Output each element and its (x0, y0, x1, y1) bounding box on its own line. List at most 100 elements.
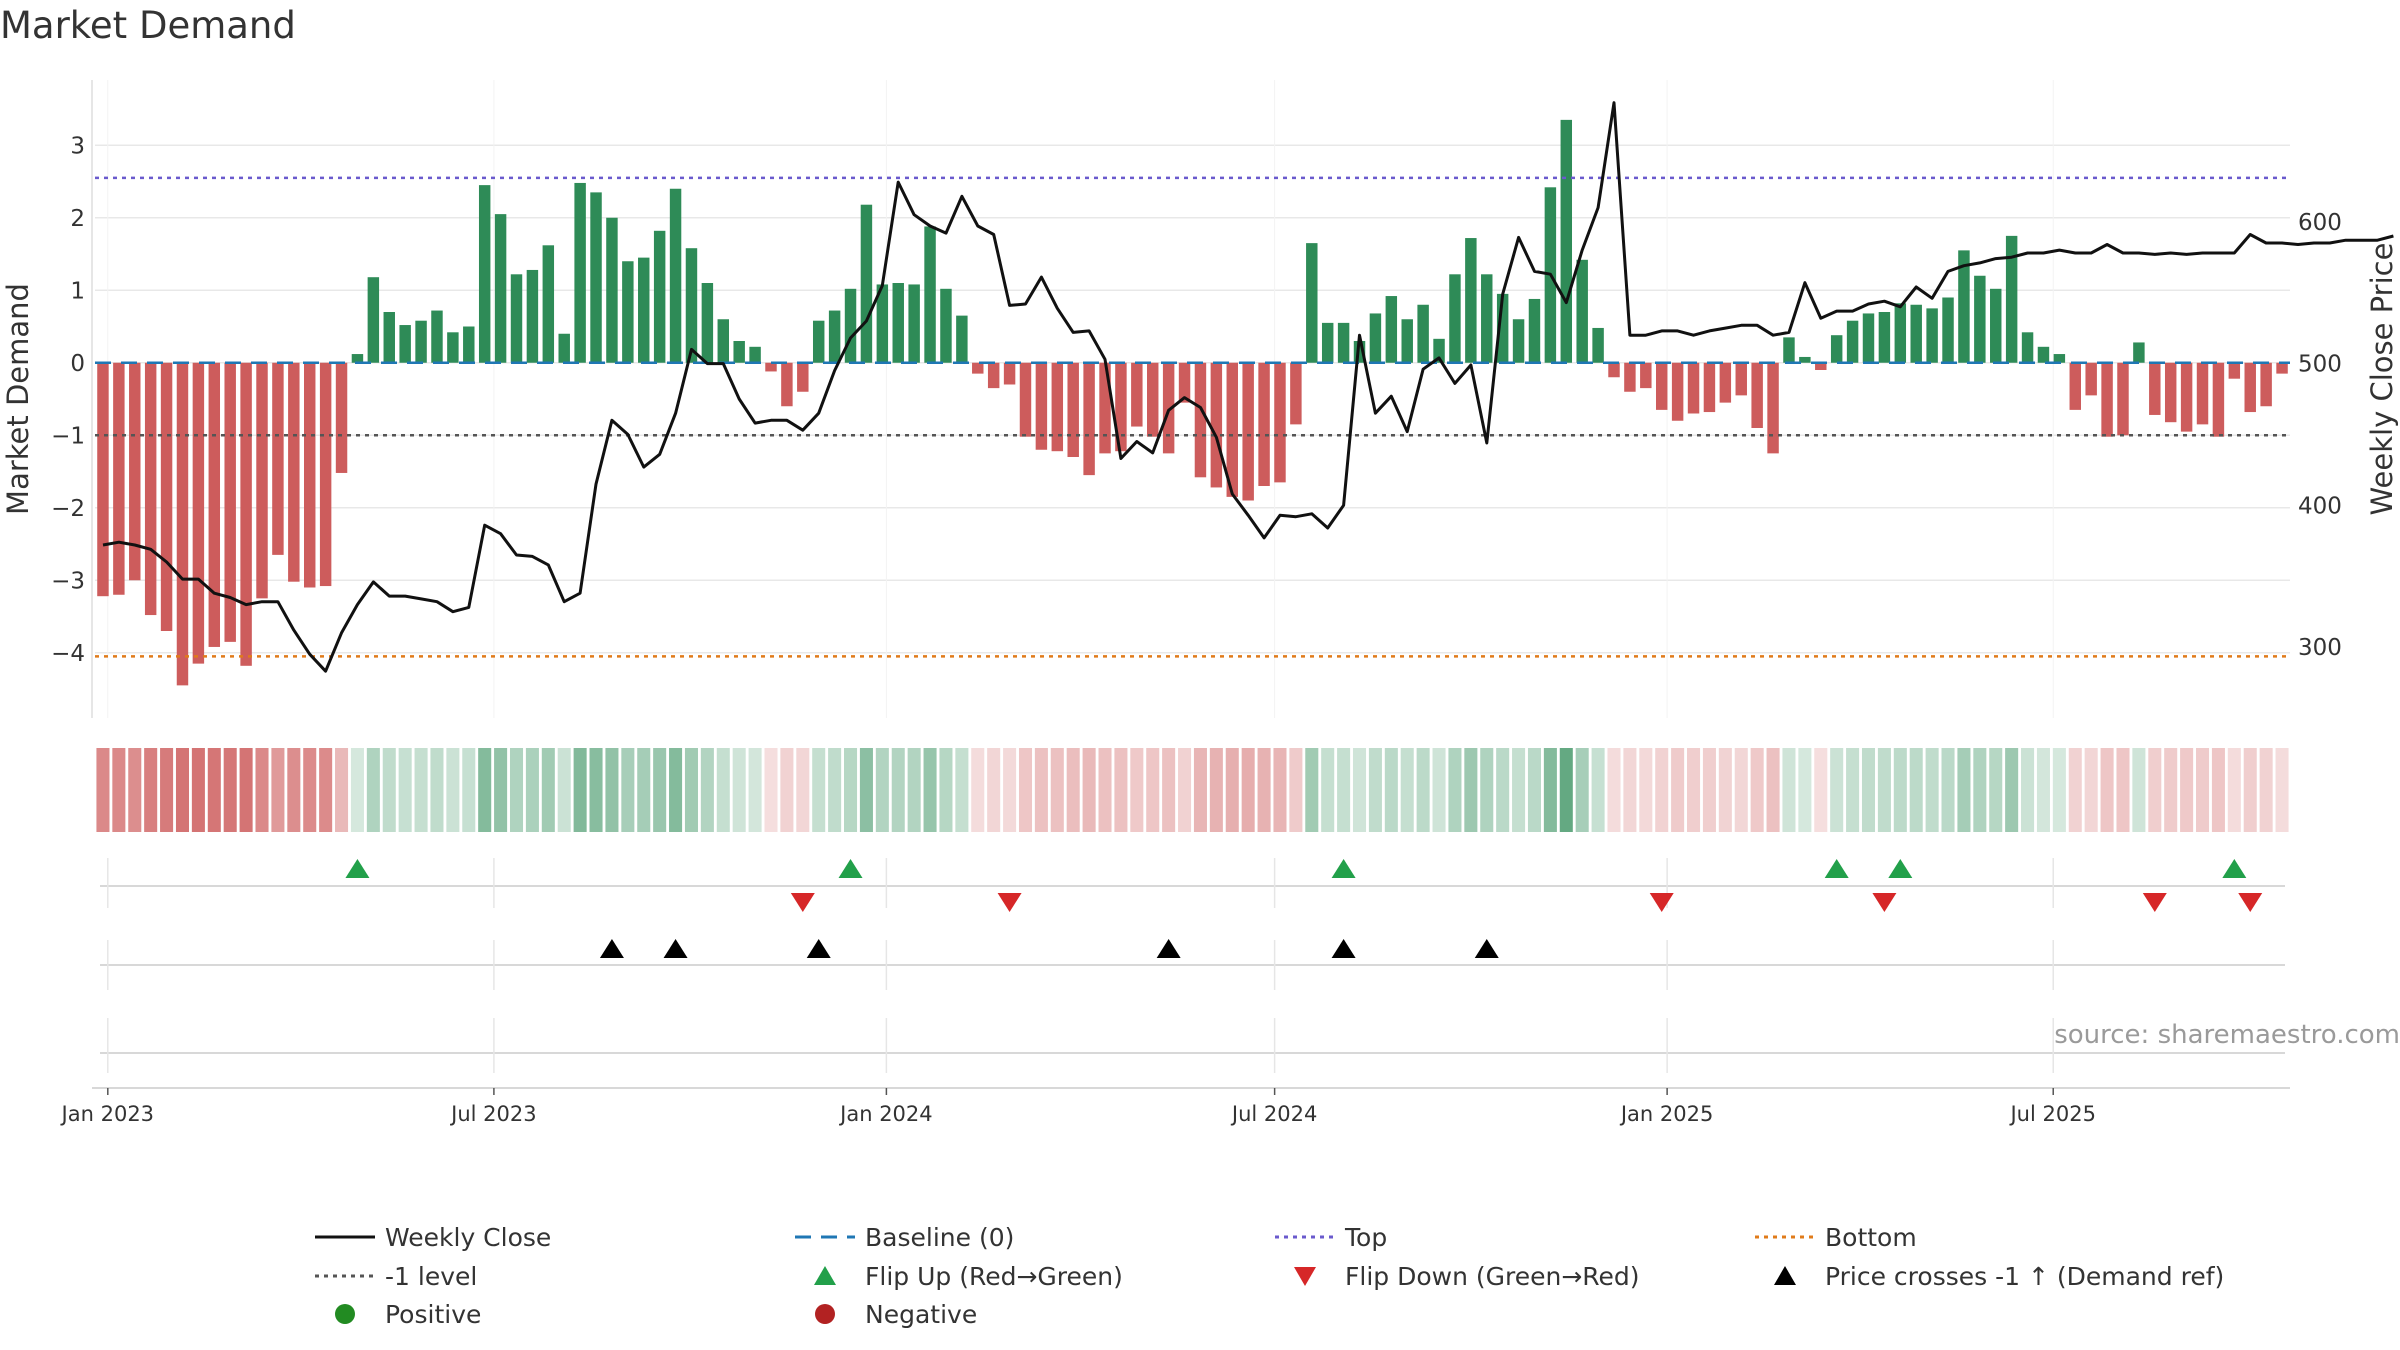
bar-positive (1353, 341, 1366, 363)
source-note: source: sharemaestro.com (2054, 1020, 2400, 1050)
bar-negative (2149, 362, 2161, 415)
bar-positive (1337, 322, 1350, 363)
heat-cell-negative (1082, 748, 1096, 832)
heat-cell-negative (1687, 748, 1701, 832)
heat-cell-negative (1050, 748, 1064, 832)
x-tick-label: Jan 2024 (838, 1102, 933, 1126)
legend-label: Price crosses -1 ↑ (Demand ref) (1825, 1262, 2224, 1291)
bar-positive (1974, 275, 1986, 363)
flip-down-marker (2238, 893, 2263, 912)
flip-down-marker (2142, 893, 2167, 912)
bar-negative (2260, 362, 2272, 407)
heat-cell-positive (1846, 748, 1860, 832)
bar-positive (1306, 243, 1318, 363)
heat-cell-positive (573, 748, 587, 832)
heat-cell-positive (1496, 748, 1510, 832)
bar-positive (431, 310, 443, 363)
heat-cell-negative (112, 748, 126, 832)
heat-cell-positive (366, 748, 380, 832)
heat-cell-negative (1209, 748, 1223, 832)
bar-positive (844, 288, 857, 363)
bar-positive (574, 182, 586, 363)
bar-negative (797, 362, 809, 392)
bar-positive (1910, 304, 1922, 363)
legend-swatch-triangle-down (1294, 1267, 1316, 1286)
heat-cell-positive (669, 748, 683, 832)
legend-label: Negative (865, 1300, 977, 1329)
heat-cell-positive (1973, 748, 1987, 832)
bar-positive (558, 333, 570, 363)
heat-cell-negative (2259, 748, 2273, 832)
legend-item: -1 level (315, 1262, 477, 1291)
price-cross-marker (1331, 939, 1356, 958)
price-cross-marker (806, 939, 831, 958)
bar-negative (1051, 362, 1064, 452)
legend-swatch-dot (815, 1304, 835, 1324)
heat-cell-negative (1273, 748, 1287, 832)
heat-cell-negative (223, 748, 237, 832)
heat-cell-negative (319, 748, 333, 832)
heat-cell-negative (335, 748, 349, 832)
heat-cell-negative (1639, 748, 1653, 832)
heat-cell-positive (1782, 748, 1796, 832)
bar-positive (1894, 303, 1907, 363)
bar-positive (351, 354, 364, 363)
bar-negative (335, 362, 348, 473)
legend-label: Flip Up (Red→Green) (865, 1262, 1123, 1291)
bar-positive (1417, 304, 1429, 363)
y-tick-label: 3 (70, 133, 85, 159)
bar-positive (812, 320, 825, 363)
bar-negative (1242, 362, 1254, 501)
heat-cell-positive (748, 748, 762, 832)
heat-cell-positive (589, 748, 603, 832)
heat-cell-negative (2100, 748, 2114, 832)
bar-positive (1799, 356, 1811, 363)
bar-negative (1226, 362, 1238, 497)
bar-negative (208, 362, 221, 647)
heat-cell-negative (1607, 748, 1621, 832)
heat-cell-positive (2005, 748, 2019, 832)
flip-up-marker (2222, 859, 2247, 878)
heat-cell-positive (1909, 748, 1923, 832)
bar-positive (1321, 322, 1334, 363)
heat-cell-negative (2068, 748, 2082, 832)
bar-positive (749, 346, 761, 363)
bar-positive (669, 188, 682, 363)
bar-negative (2117, 362, 2129, 436)
y-tick-label: −2 (51, 496, 85, 522)
bar-negative (224, 362, 236, 642)
bar-positive (2021, 332, 2034, 363)
bar-positive (478, 185, 491, 363)
bar-positive (1512, 319, 1525, 363)
heat-cell-positive (509, 748, 524, 832)
heat-cell-positive (2052, 748, 2066, 832)
bar-positive (2133, 342, 2145, 363)
flip-up-marker (838, 859, 863, 878)
bar-positive (1926, 308, 1938, 363)
bar-negative (1035, 362, 1048, 450)
bar-negative (2276, 362, 2288, 374)
bar-positive (701, 283, 714, 363)
bar-positive (717, 319, 730, 363)
y2-tick-label: 300 (2298, 635, 2342, 661)
bar-negative (1655, 362, 1668, 410)
heat-cell-negative (1623, 748, 1637, 832)
bar-negative (1290, 362, 1302, 425)
heat-cell-positive (923, 748, 937, 832)
price-line-layer (102, 101, 2394, 673)
bar-negative (1162, 362, 1175, 454)
heat-cell-negative (1655, 748, 1669, 832)
heat-cell-positive (1352, 748, 1367, 832)
heat-cell-negative (160, 748, 174, 832)
heat-cell-negative (1289, 748, 1303, 832)
bar-positive (383, 312, 395, 363)
legend-item: Bottom (1755, 1223, 1917, 1252)
heat-cell-positive (446, 748, 460, 832)
bar-positive (526, 269, 539, 363)
bar-negative (2180, 362, 2193, 432)
bar-negative (160, 362, 173, 631)
heat-cell-positive (462, 748, 476, 832)
legend: Weekly Close Baseline (0) Top Bottom -1 leve… (315, 1223, 2224, 1329)
bar-positive (1433, 338, 1445, 363)
